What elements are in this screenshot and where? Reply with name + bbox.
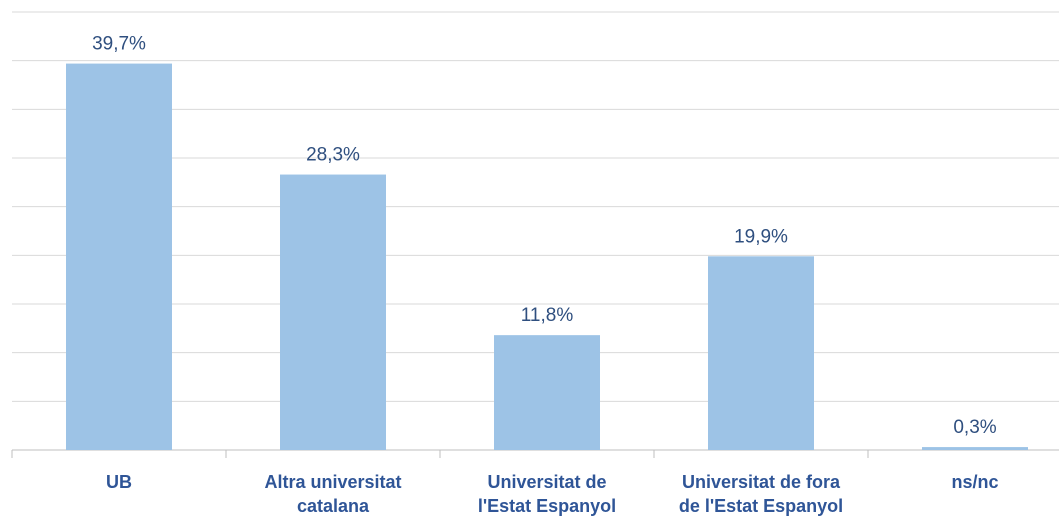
bar bbox=[66, 63, 172, 450]
value-label: 11,8% bbox=[521, 305, 574, 326]
bar bbox=[708, 256, 814, 450]
x-tick-label: Universitat de fora de l'Estat Espanyol bbox=[679, 472, 843, 516]
x-tick-label: ns/nc bbox=[951, 472, 998, 492]
value-label: 28,3% bbox=[306, 145, 360, 166]
x-tick-label: Universitat de l'Estat Espanyol bbox=[478, 472, 616, 516]
value-label: 0,3% bbox=[953, 417, 996, 438]
x-tick-label: UB bbox=[106, 472, 132, 492]
bar bbox=[280, 174, 386, 450]
value-label: 39,7% bbox=[92, 34, 146, 55]
bar bbox=[494, 335, 600, 450]
x-tick-label: Altra universitat catalana bbox=[264, 472, 401, 516]
bar bbox=[922, 447, 1028, 450]
value-label: 19,9% bbox=[734, 226, 788, 247]
